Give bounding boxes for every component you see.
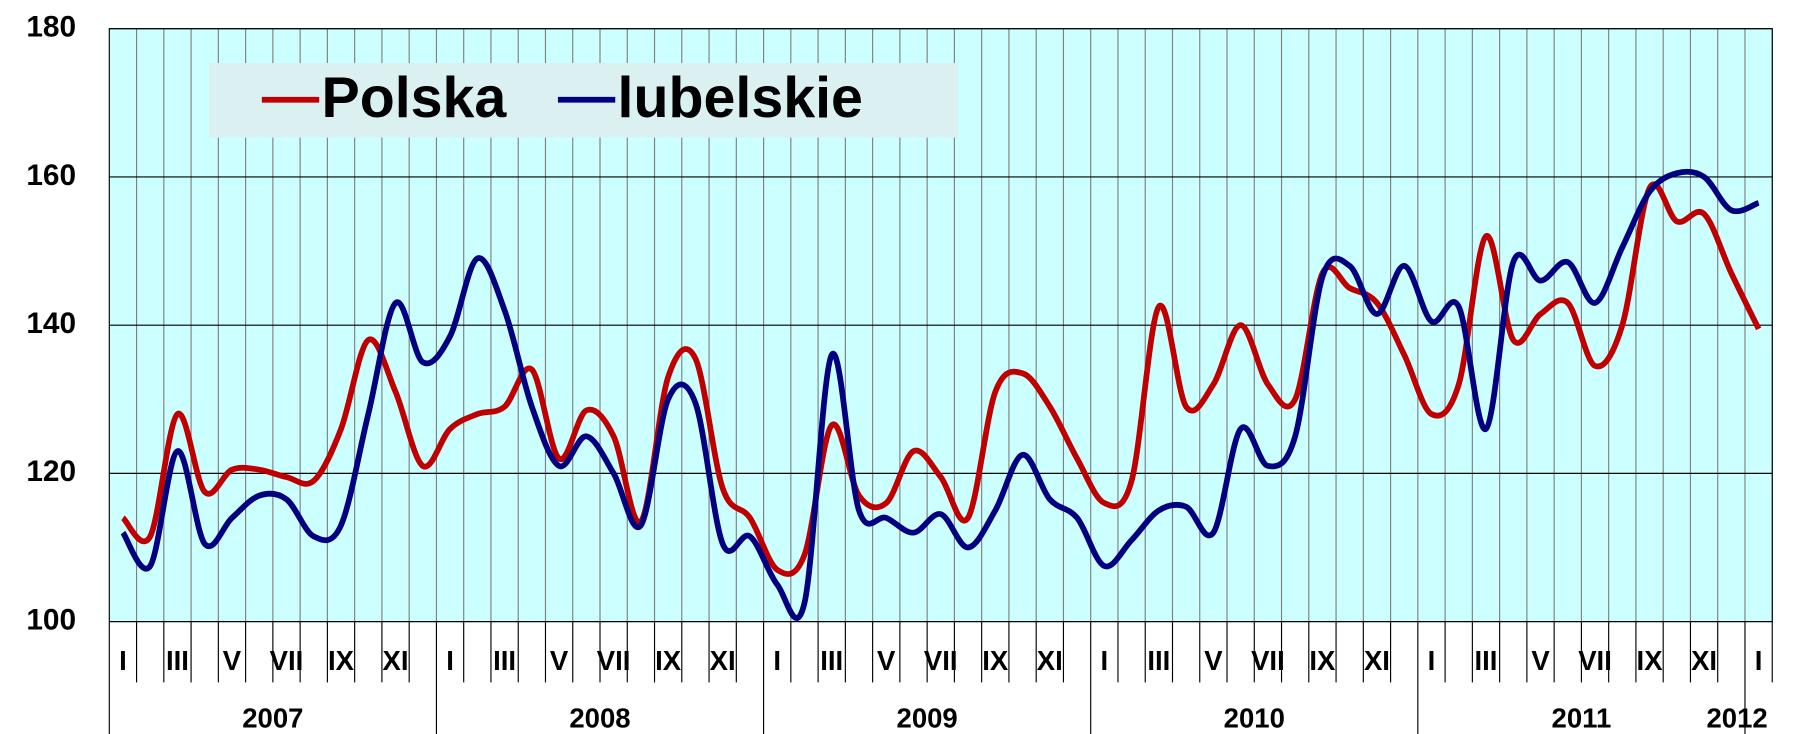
x-tick-label: VII <box>1578 645 1612 676</box>
x-tick-label: IX <box>1309 645 1336 676</box>
year-label: 2011 <box>1552 703 1612 734</box>
x-tick-label: IX <box>655 645 682 676</box>
x-tick-label: V <box>550 645 569 676</box>
y-tick-label: 180 <box>26 11 76 44</box>
x-tick-label: VII <box>270 645 304 676</box>
x-tick-label: XI <box>383 645 409 676</box>
year-label: 2007 <box>242 703 303 734</box>
y-tick-label: 120 <box>26 455 76 488</box>
x-tick-label: XI <box>710 645 736 676</box>
y-tick-label: 140 <box>26 307 76 340</box>
x-tick-label: III <box>1475 645 1498 676</box>
x-tick-label: V <box>1531 645 1550 676</box>
x-tick-label: V <box>1204 645 1223 676</box>
x-tick-label: I <box>1755 645 1763 676</box>
x-tick-label: I <box>1101 645 1109 676</box>
x-tick-label: XI <box>1364 645 1390 676</box>
y-tick-label: 100 <box>26 603 76 636</box>
legend-label: lubelskie <box>618 66 863 130</box>
x-tick-label: XI <box>1037 645 1063 676</box>
x-tick-label: V <box>223 645 242 676</box>
x-tick-label: III <box>493 645 516 676</box>
x-tick-label: III <box>166 645 189 676</box>
x-tick-label: IX <box>1637 645 1664 676</box>
x-tick-label: IX <box>982 645 1009 676</box>
x-tick-label: XI <box>1691 645 1717 676</box>
y-tick-label: 160 <box>26 159 76 192</box>
year-label: 2010 <box>1224 703 1285 734</box>
legend-label: Polska <box>321 66 507 130</box>
year-label: 2012 <box>1706 703 1767 734</box>
plot-frame <box>108 28 1773 623</box>
x-tick-label: I <box>119 645 127 676</box>
x-tick-label: V <box>877 645 896 676</box>
line-series <box>120 181 1762 577</box>
x-tick-label: VII <box>597 645 631 676</box>
x-tick-label: I <box>773 645 781 676</box>
x-tick-label: VII <box>1251 645 1285 676</box>
x-tick-label: I <box>446 645 454 676</box>
x-tick-label: VII <box>924 645 958 676</box>
year-label: 2008 <box>569 703 630 734</box>
x-tick-label: III <box>820 645 843 676</box>
x-tick-label: III <box>1147 645 1170 676</box>
x-tick-label: I <box>1428 645 1436 676</box>
year-label: 2009 <box>897 703 958 734</box>
x-tick-label: IX <box>328 645 355 676</box>
line-series <box>120 168 1760 621</box>
